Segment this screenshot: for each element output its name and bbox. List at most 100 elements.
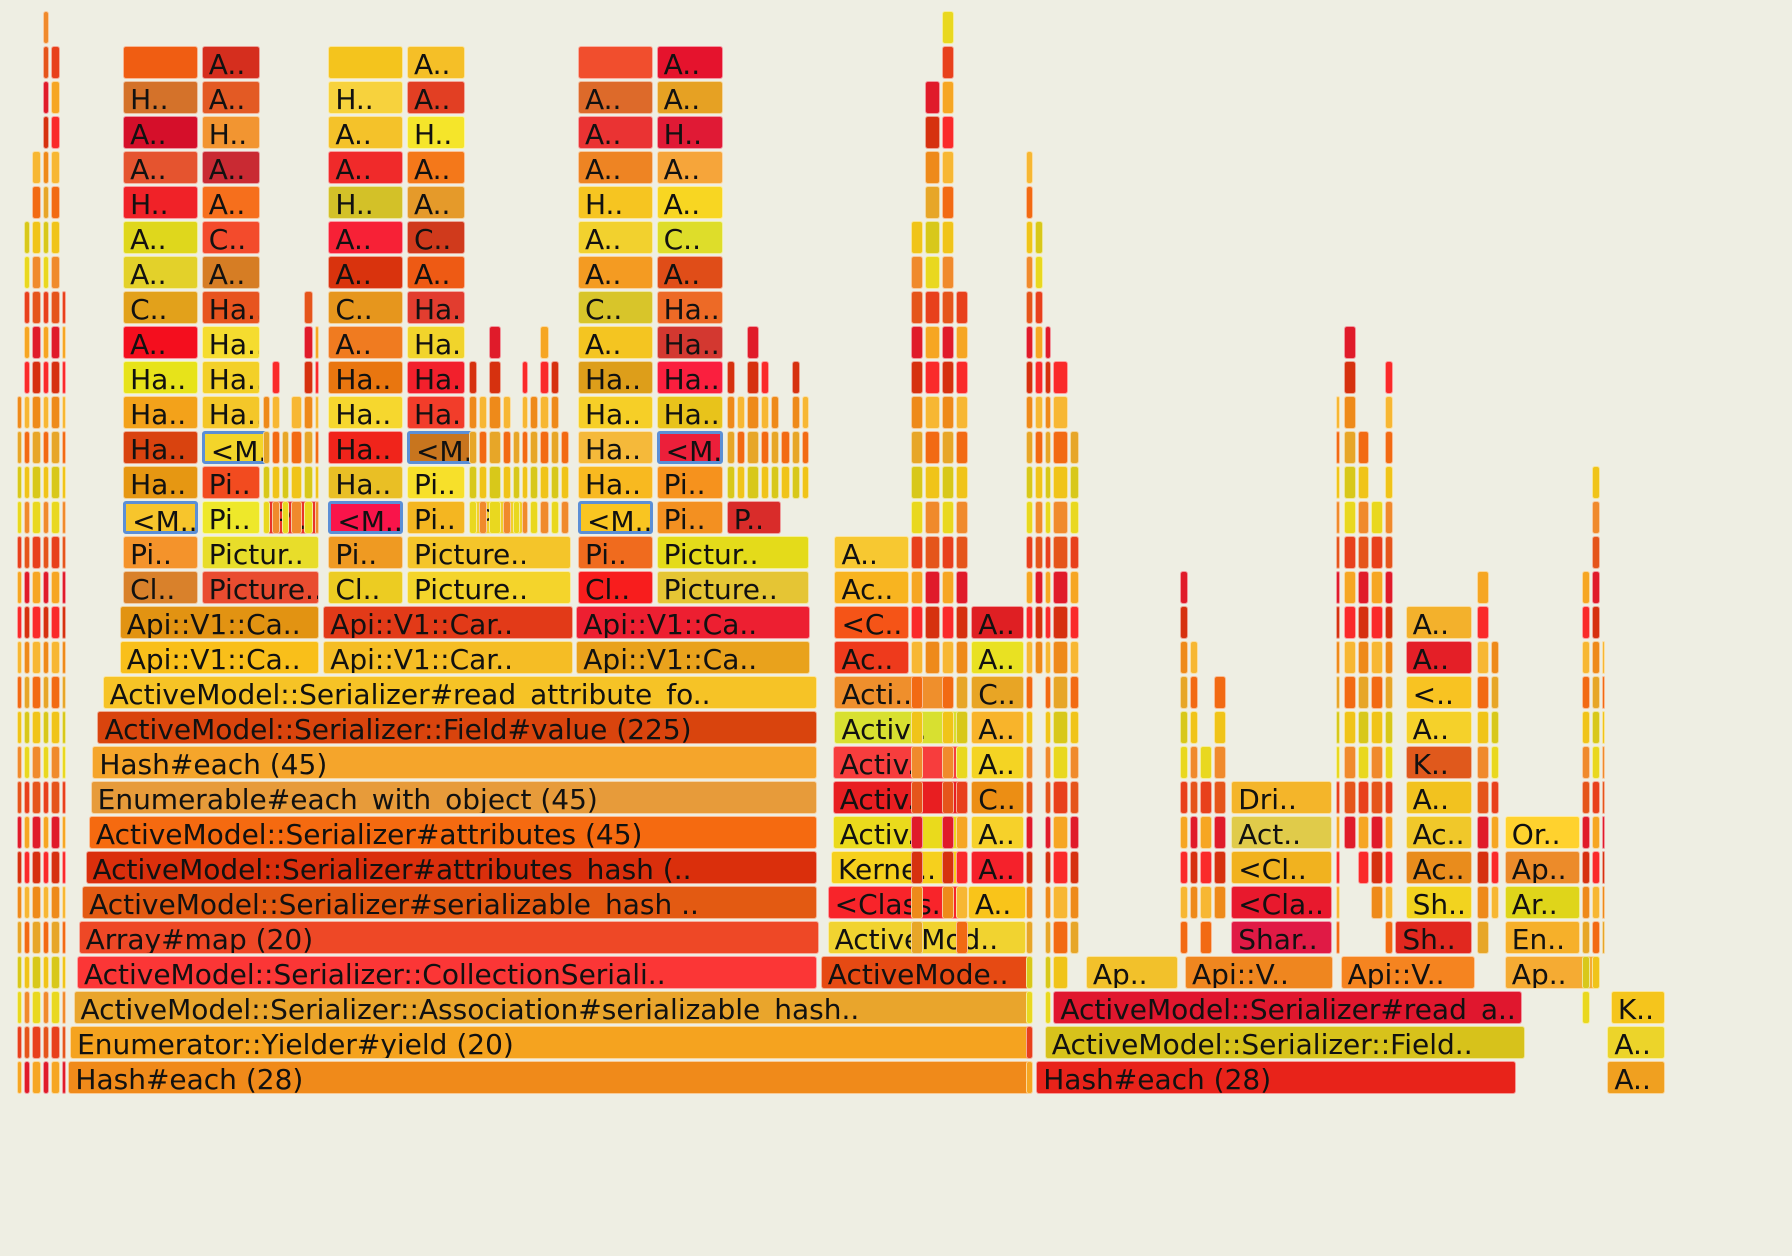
flame-frame[interactable]: Pi.. <box>577 536 653 569</box>
flame-sliver[interactable] <box>911 291 924 324</box>
flame-frame[interactable]: H.. <box>328 81 404 114</box>
flame-frame[interactable]: A.. <box>577 326 653 359</box>
flame-frame[interactable]: Ha.. <box>577 431 653 464</box>
flame-sliver[interactable] <box>1026 221 1033 254</box>
flame-frame[interactable]: Ap.. <box>1504 956 1597 989</box>
flame-sliver[interactable] <box>911 501 924 534</box>
flame-sliver[interactable] <box>1602 816 1606 849</box>
flame-frame[interactable]: ActiveModel::Serializer#read_a.. <box>1053 991 1522 1024</box>
flame-sliver[interactable] <box>314 501 320 534</box>
flame-sliver[interactable] <box>955 851 968 884</box>
flame-sliver[interactable] <box>1026 466 1033 499</box>
flame-sliver[interactable] <box>478 431 488 464</box>
flame-sliver[interactable] <box>1385 571 1394 604</box>
flame-sliver[interactable] <box>61 571 67 604</box>
flame-sliver[interactable] <box>737 431 746 464</box>
flame-sliver[interactable] <box>530 396 539 429</box>
flame-sliver[interactable] <box>61 746 67 779</box>
flame-sliver[interactable] <box>911 536 924 569</box>
flame-frame[interactable]: Ha.. <box>201 326 260 359</box>
flame-sliver[interactable] <box>1070 676 1079 709</box>
flame-frame[interactable]: H.. <box>123 81 199 114</box>
flame-sliver[interactable] <box>942 221 954 254</box>
flame-frame[interactable]: <M.. <box>656 431 724 464</box>
flame-sliver[interactable] <box>1034 291 1043 324</box>
flame-sliver[interactable] <box>791 431 800 464</box>
flame-frame[interactable]: Pi.. <box>656 466 724 499</box>
flame-sliver[interactable] <box>1385 431 1394 464</box>
flame-sliver[interactable] <box>1335 396 1341 429</box>
flame-sliver[interactable] <box>23 816 31 849</box>
flame-sliver[interactable] <box>1335 886 1341 919</box>
flame-sliver[interactable] <box>1026 361 1033 394</box>
flame-frame[interactable]: ActiveMod.. <box>827 921 1026 954</box>
flame-sliver[interactable] <box>314 396 320 429</box>
flame-sliver[interactable] <box>489 501 501 534</box>
flame-sliver[interactable] <box>32 151 41 184</box>
flame-sliver[interactable] <box>1344 781 1356 814</box>
flame-sliver[interactable] <box>1602 851 1606 884</box>
flame-sliver[interactable] <box>1026 501 1033 534</box>
flame-sliver[interactable] <box>42 536 50 569</box>
flame-sliver[interactable] <box>1044 816 1052 849</box>
flame-sliver[interactable] <box>1592 851 1601 884</box>
flame-sliver[interactable] <box>1491 851 1500 884</box>
flame-sliver[interactable] <box>911 886 924 919</box>
flame-frame[interactable]: Api::V1::Ca.. <box>119 641 320 674</box>
flame-sliver[interactable] <box>521 431 529 464</box>
flame-sliver[interactable] <box>51 1061 60 1094</box>
flame-sliver[interactable] <box>32 536 41 569</box>
flame-sliver[interactable] <box>51 46 60 79</box>
flame-sliver[interactable] <box>942 11 954 44</box>
flame-sliver[interactable] <box>23 851 31 884</box>
flame-sliver[interactable] <box>42 81 50 114</box>
flame-sliver[interactable] <box>51 816 60 849</box>
flame-sliver[interactable] <box>1371 606 1384 639</box>
flame-frame[interactable]: Picture.. <box>406 571 571 604</box>
flame-sliver[interactable] <box>502 501 511 534</box>
flame-frame[interactable]: Ha.. <box>577 466 653 499</box>
flame-sliver[interactable] <box>1214 746 1226 779</box>
flame-sliver[interactable] <box>271 466 281 499</box>
flame-sliver[interactable] <box>23 641 31 674</box>
flame-sliver[interactable] <box>304 361 313 394</box>
flame-sliver[interactable] <box>1026 676 1033 709</box>
flame-sliver[interactable] <box>17 676 22 709</box>
flame-sliver[interactable] <box>1357 676 1370 709</box>
flame-frame[interactable]: Ha.. <box>406 326 465 359</box>
flame-sliver[interactable] <box>42 46 50 79</box>
flame-frame[interactable]: ActiveModel::Serializer::Field.. <box>1044 1026 1526 1059</box>
flame-sliver[interactable] <box>1200 921 1213 954</box>
flame-sliver[interactable] <box>51 186 60 219</box>
flame-sliver[interactable] <box>61 396 67 429</box>
flame-sliver[interactable] <box>911 571 924 604</box>
flame-sliver[interactable] <box>32 676 41 709</box>
flame-sliver[interactable] <box>540 431 549 464</box>
flame-sliver[interactable] <box>42 711 50 744</box>
flame-sliver[interactable] <box>304 466 313 499</box>
flame-sliver[interactable] <box>1070 851 1079 884</box>
flame-sliver[interactable] <box>51 466 60 499</box>
flame-sliver[interactable] <box>1214 711 1226 744</box>
flame-sliver[interactable] <box>925 571 941 604</box>
flame-sliver[interactable] <box>23 956 31 989</box>
flame-frame[interactable]: Sh.. <box>1395 921 1473 954</box>
flame-sliver[interactable] <box>1044 326 1052 359</box>
flame-sliver[interactable] <box>32 991 41 1024</box>
flame-sliver[interactable] <box>1026 1026 1033 1059</box>
flame-sliver[interactable] <box>1491 886 1500 919</box>
flame-sliver[interactable] <box>502 431 511 464</box>
flame-frame[interactable]: Hash#each (28) <box>68 1061 1033 1094</box>
flame-sliver[interactable] <box>42 746 50 779</box>
flame-sliver[interactable] <box>1200 746 1213 779</box>
flame-frame[interactable]: C.. <box>328 291 404 324</box>
flame-sliver[interactable] <box>942 116 954 149</box>
flame-sliver[interactable] <box>1214 781 1226 814</box>
flame-frame[interactable]: A.. <box>328 256 404 289</box>
flame-sliver[interactable] <box>478 466 488 499</box>
flame-sliver[interactable] <box>1385 536 1394 569</box>
flame-frame[interactable]: <.. <box>1405 676 1472 709</box>
flame-frame[interactable]: Hash#each (45) <box>92 746 818 779</box>
flame-sliver[interactable] <box>290 501 303 534</box>
flame-sliver[interactable] <box>1070 571 1079 604</box>
